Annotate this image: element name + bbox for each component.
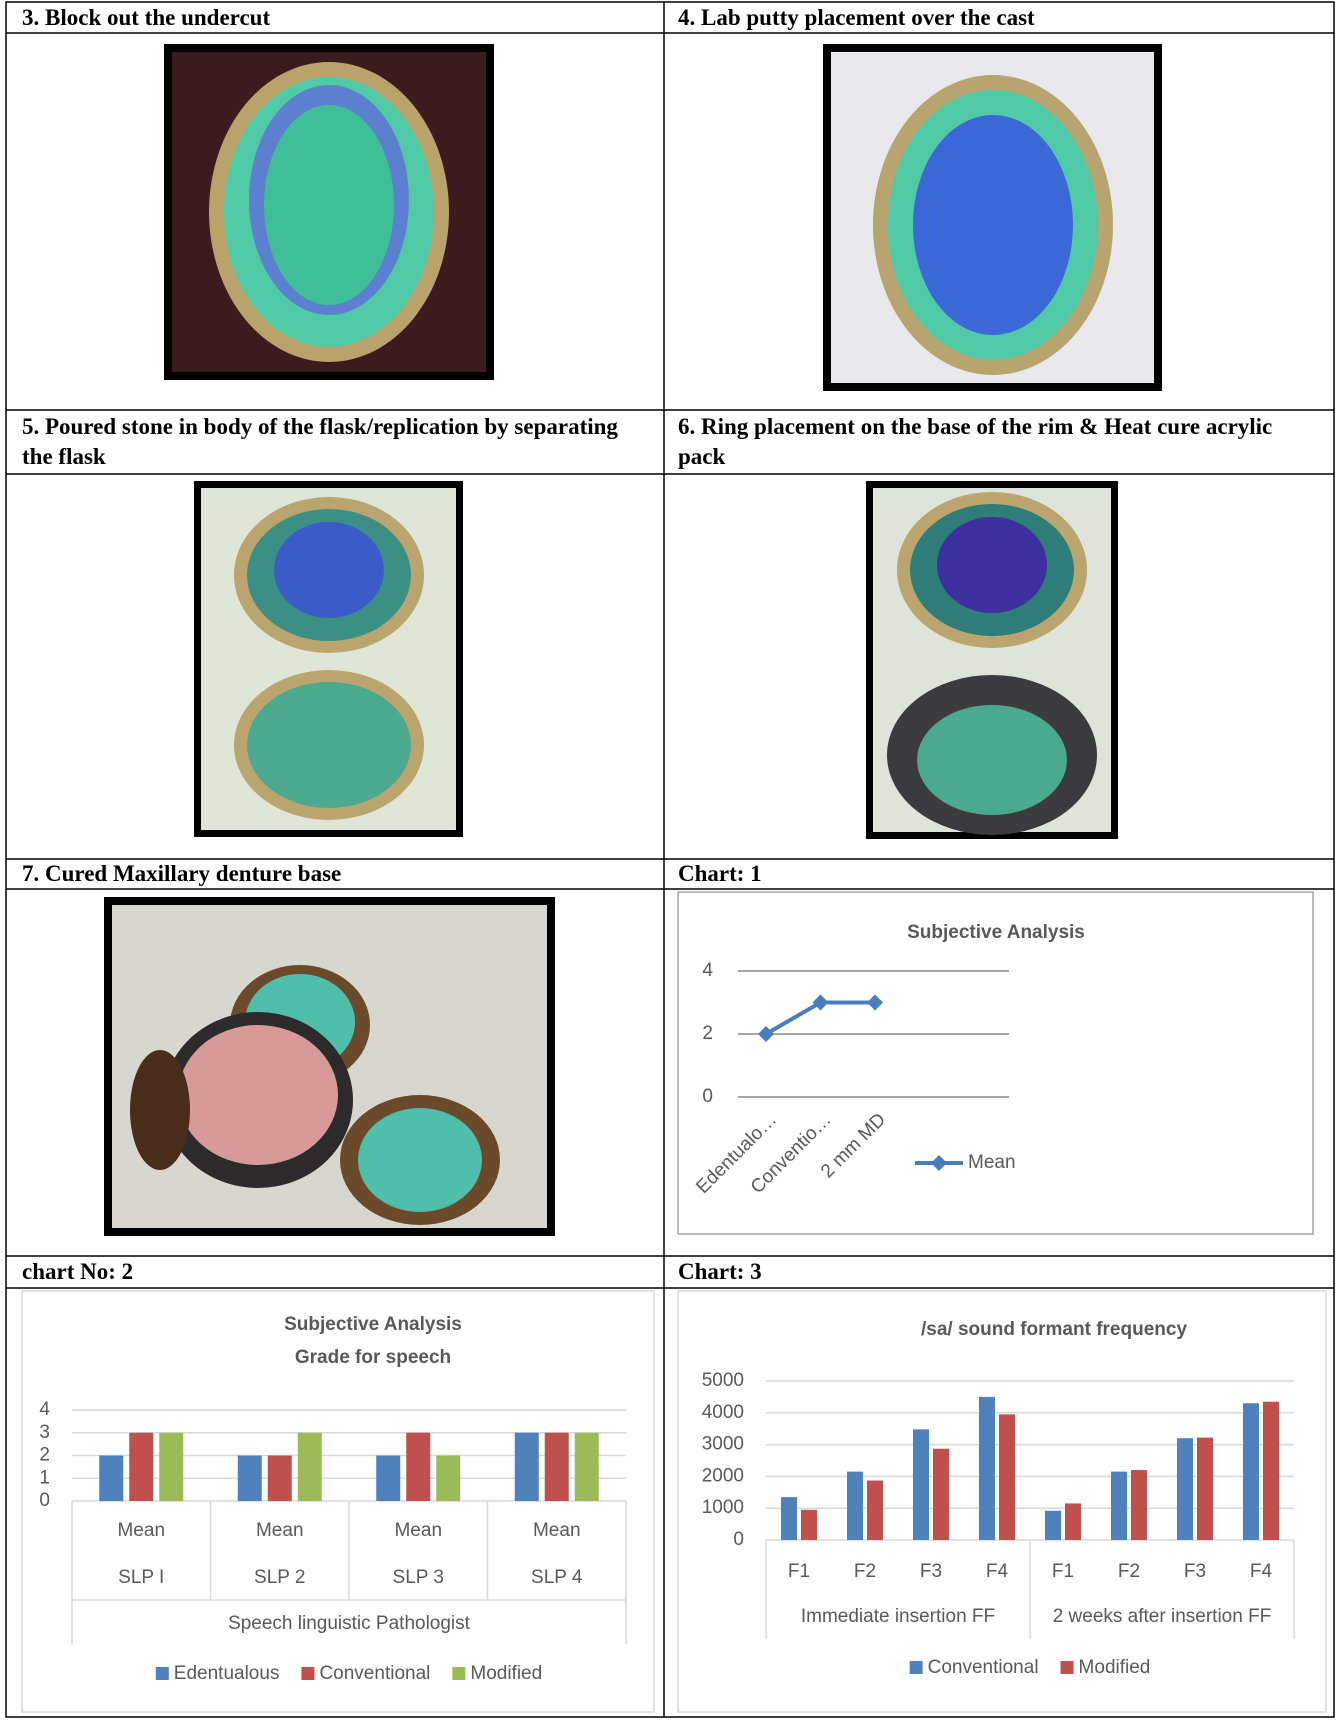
- x-tick-label: F3: [1184, 1561, 1206, 1582]
- y-tick-label: 5000: [702, 1370, 744, 1391]
- bar: [406, 1433, 430, 1501]
- bar: [1177, 1438, 1193, 1540]
- legend-label: Modified: [1079, 1657, 1151, 1678]
- bar: [801, 1510, 817, 1540]
- x-tick-label: F2: [854, 1561, 876, 1582]
- photo-poured-stone: [194, 481, 463, 837]
- cell-caption: 6. Ring placement on the base of the rim…: [678, 412, 1318, 472]
- legend-swatch: [452, 1667, 465, 1680]
- legend-swatch: [931, 1155, 947, 1171]
- bar: [436, 1456, 460, 1502]
- x-tick-label: Mean: [117, 1520, 165, 1541]
- y-tick-label: 2000: [702, 1465, 744, 1486]
- photo-cured-base: [104, 897, 555, 1236]
- x-tick-label: F3: [920, 1561, 942, 1582]
- bar: [1243, 1403, 1259, 1540]
- chart-title: Grade for speech: [295, 1347, 451, 1368]
- group-label: SLP 4: [531, 1567, 583, 1588]
- bar: [1111, 1472, 1127, 1540]
- y-tick-label: 0: [39, 1490, 50, 1511]
- y-tick-label: 3000: [702, 1434, 744, 1455]
- group-label: SLP 3: [393, 1567, 444, 1588]
- bar: [1065, 1503, 1081, 1540]
- y-tick-label: 4: [39, 1399, 50, 1420]
- cell-caption: Chart: 1: [678, 859, 1318, 889]
- bar: [999, 1414, 1015, 1540]
- group-label: 2 weeks after insertion FF: [1053, 1606, 1272, 1627]
- bar: [781, 1497, 797, 1540]
- photo-putty: [823, 44, 1162, 391]
- y-tick-label: 3: [39, 1422, 50, 1443]
- bar: [933, 1449, 949, 1540]
- point-marker: [867, 995, 883, 1011]
- chart-title: Subjective Analysis: [907, 922, 1085, 943]
- x-tick-label: F4: [1250, 1561, 1273, 1582]
- bar: [298, 1433, 322, 1501]
- y-tick-label: 1000: [702, 1497, 744, 1518]
- y-tick-label: 0: [702, 1086, 713, 1107]
- y-tick-label: 0: [733, 1529, 744, 1550]
- group-label: SLP 2: [254, 1567, 305, 1588]
- cell-caption: 3. Block out the undercut: [22, 3, 662, 33]
- photo-ring-placement: [866, 481, 1118, 839]
- bar: [1197, 1438, 1213, 1540]
- bar: [238, 1456, 262, 1502]
- bar: [1131, 1470, 1147, 1540]
- bar: [1263, 1402, 1279, 1540]
- legend-swatch: [301, 1667, 314, 1680]
- legend-label: Modified: [470, 1663, 542, 1684]
- bar: [515, 1433, 539, 1501]
- bar: [867, 1481, 883, 1540]
- cell-caption: chart No: 2: [22, 1257, 662, 1287]
- x-tick-label: F4: [986, 1561, 1009, 1582]
- group-label: Immediate insertion FF: [801, 1606, 995, 1627]
- legend-swatch: [910, 1661, 923, 1674]
- x-axis-label: Speech linguistic Pathologist: [228, 1613, 471, 1634]
- x-tick-label: Mean: [394, 1520, 442, 1541]
- cell-caption: 7. Cured Maxillary denture base: [22, 859, 662, 889]
- bar: [979, 1397, 995, 1540]
- y-tick-label: 2: [702, 1023, 713, 1044]
- legend-label: Mean: [968, 1152, 1016, 1173]
- y-tick-label: 2: [39, 1445, 50, 1466]
- photo-block-out: [164, 44, 494, 380]
- legend-label: Edentualous: [174, 1663, 280, 1684]
- bar: [129, 1433, 153, 1501]
- legend-swatch: [156, 1667, 169, 1680]
- bar: [847, 1472, 863, 1540]
- bar: [913, 1429, 929, 1540]
- y-tick-label: 4000: [702, 1402, 744, 1423]
- cell-caption: 4. Lab putty placement over the cast: [678, 3, 1318, 33]
- y-tick-label: 4: [702, 960, 713, 981]
- page: Subjective Analysis024Edentualo…Conventi…: [0, 0, 1339, 1721]
- bar: [268, 1456, 292, 1502]
- cell-caption: Chart: 3: [678, 1257, 1318, 1287]
- bar: [99, 1456, 123, 1502]
- legend-label: Conventional: [928, 1657, 1039, 1678]
- point-marker: [758, 1026, 774, 1042]
- chart-title: Subjective Analysis: [284, 1314, 462, 1335]
- chart-title: /sa/ sound formant frequency: [921, 1319, 1187, 1340]
- x-tick-label: F2: [1118, 1561, 1140, 1582]
- legend-label: Conventional: [319, 1663, 430, 1684]
- x-tick-label: Mean: [256, 1520, 304, 1541]
- bar: [575, 1433, 599, 1501]
- x-tick-label: Mean: [533, 1520, 581, 1541]
- y-tick-label: 1: [39, 1467, 50, 1488]
- legend-swatch: [1061, 1661, 1074, 1674]
- group-label: SLP I: [118, 1567, 164, 1588]
- cell-caption: 5. Poured stone in body of the flask/rep…: [22, 412, 642, 472]
- bar: [1045, 1511, 1061, 1540]
- bar: [545, 1433, 569, 1501]
- point-marker: [813, 995, 829, 1011]
- bar: [376, 1456, 400, 1502]
- bar: [159, 1433, 183, 1501]
- x-tick-label: F1: [1052, 1561, 1074, 1582]
- x-tick-label: F1: [788, 1561, 810, 1582]
